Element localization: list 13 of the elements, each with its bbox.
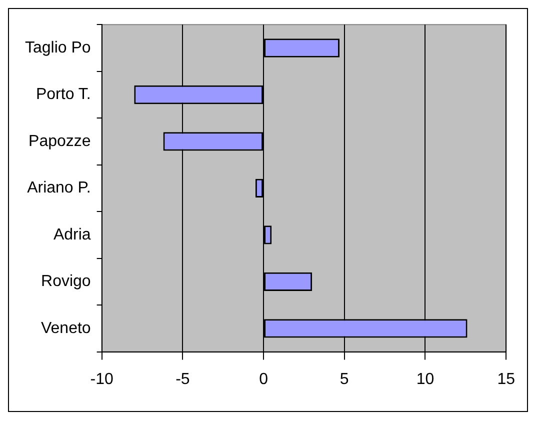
x-tick-label: 15 [497, 370, 516, 388]
y-tick-label: Taglio Po [24, 39, 91, 56]
y-tick-label: Ariano P. [27, 180, 91, 197]
x-tick-label: 5 [340, 370, 349, 388]
x-tick-label: 10 [416, 370, 434, 388]
x-tick-label: 0 [259, 370, 268, 388]
y-tick-label: Veneto [40, 320, 91, 337]
x-tick-label: -5 [176, 370, 190, 388]
y-tick-label: Adria [53, 226, 91, 244]
y-tick-label: Porto T. [36, 86, 91, 104]
x-tick-label: -10 [90, 370, 114, 388]
y-tick-label: Papozze [28, 132, 91, 150]
y-tick-label: Rovigo [41, 273, 91, 290]
